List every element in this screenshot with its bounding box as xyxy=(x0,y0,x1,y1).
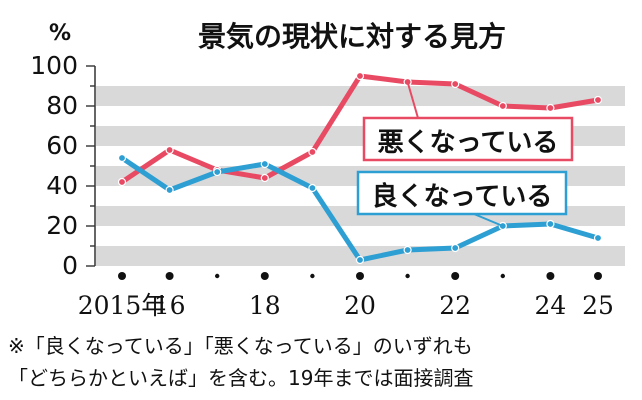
y-unit-label: % xyxy=(49,21,71,46)
x-axis-marker xyxy=(215,273,220,279)
y-tick-label: 40 xyxy=(46,171,78,200)
footnote-line-2: 「どちらかといえば」を含む。19年までは面接調査 xyxy=(8,366,473,390)
series-point-worsening xyxy=(451,79,460,89)
y-tick-labels: 0 20 40 60 80 100 xyxy=(30,51,78,280)
grid-band xyxy=(96,86,625,106)
series-point-worsening xyxy=(498,101,507,111)
footnote-line-1: ※「良くなっている」「悪くなっている」のいずれも xyxy=(8,334,473,358)
series-point-improving xyxy=(213,167,222,177)
x-axis-marker xyxy=(310,273,315,279)
series-point-worsening xyxy=(546,103,555,113)
series-point-improving xyxy=(308,183,317,193)
series-point-improving xyxy=(593,233,603,243)
x-axis-marker xyxy=(594,272,602,280)
series-point-worsening xyxy=(308,147,317,157)
x-axis-marker xyxy=(500,273,505,279)
series-point-worsening xyxy=(355,71,365,81)
series-point-improving xyxy=(355,255,365,265)
series-point-improving xyxy=(165,185,174,195)
x-axis-marker xyxy=(118,272,126,280)
series-callout-improving-leader-line xyxy=(473,213,504,227)
x-axis-marker xyxy=(165,272,174,280)
series-point-improving xyxy=(546,219,555,229)
x-tick-label: 25 xyxy=(582,291,614,320)
y-tick-label: 80 xyxy=(46,91,78,120)
y-tick-label: 0 xyxy=(62,251,78,280)
series-point-worsening xyxy=(593,95,603,105)
series-callout-worsening-label: 悪くなっている xyxy=(378,128,559,158)
x-tick-label: 18 xyxy=(249,291,281,320)
x-axis-marker xyxy=(260,272,269,280)
series-point-worsening xyxy=(165,145,174,155)
x-axis-marker xyxy=(405,273,410,279)
series-point-worsening xyxy=(117,177,127,187)
x-markers xyxy=(118,272,602,280)
series-point-improving xyxy=(403,245,412,255)
y-tick-label: 100 xyxy=(30,51,78,80)
x-tick-label: 24 xyxy=(534,291,566,320)
series-callout-worsening-leader-line xyxy=(406,81,419,119)
x-tick-label: 16 xyxy=(154,291,186,320)
x-tick-label: 22 xyxy=(439,291,471,320)
y-tick-label: 20 xyxy=(46,211,78,240)
series-callout-improving-label: 良くなっている xyxy=(372,181,553,212)
y-tick-label: 60 xyxy=(46,131,78,160)
x-axis-marker xyxy=(546,272,555,280)
series-point-improving xyxy=(260,159,269,169)
series-point-worsening xyxy=(260,173,269,183)
x-tick-label: 2015年 xyxy=(78,291,167,320)
x-axis-marker xyxy=(356,272,364,280)
x-tick-label: 20 xyxy=(344,291,376,320)
series-point-improving xyxy=(451,243,460,253)
y-axis xyxy=(86,65,96,267)
series-callout-improving-box xyxy=(356,170,568,216)
x-axis-marker xyxy=(451,272,460,280)
chart-title: 景気の現状に対する見方 xyxy=(198,20,506,53)
series-callout-worsening-box xyxy=(362,116,574,162)
series-lines xyxy=(117,71,603,265)
series-point-improving xyxy=(117,153,127,163)
